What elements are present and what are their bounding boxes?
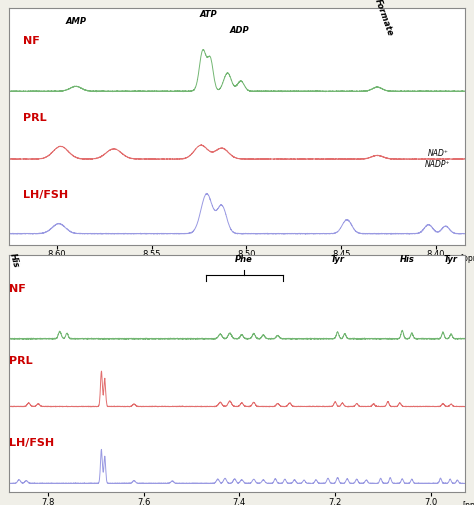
Text: LH/FSH: LH/FSH <box>23 190 68 200</box>
Text: NAD⁺
NADP⁺: NAD⁺ NADP⁺ <box>425 149 451 169</box>
Text: NF: NF <box>9 284 25 294</box>
Text: His: His <box>400 255 414 264</box>
Text: ADP: ADP <box>229 26 249 35</box>
Text: Tyr: Tyr <box>330 255 345 264</box>
Text: Phe: Phe <box>235 255 253 264</box>
Text: LH/FSH: LH/FSH <box>9 438 54 447</box>
Text: Formate: Formate <box>373 0 394 37</box>
Text: PRL: PRL <box>23 113 46 123</box>
Text: [ppm]: [ppm] <box>461 254 474 263</box>
Text: AMP: AMP <box>65 17 86 26</box>
Text: ATP: ATP <box>199 10 217 19</box>
Text: Tyr: Tyr <box>443 255 457 264</box>
Text: PRL: PRL <box>9 356 32 366</box>
Text: His: His <box>8 252 20 269</box>
Text: [ppm]: [ppm] <box>462 501 474 505</box>
Text: NF: NF <box>23 36 39 46</box>
